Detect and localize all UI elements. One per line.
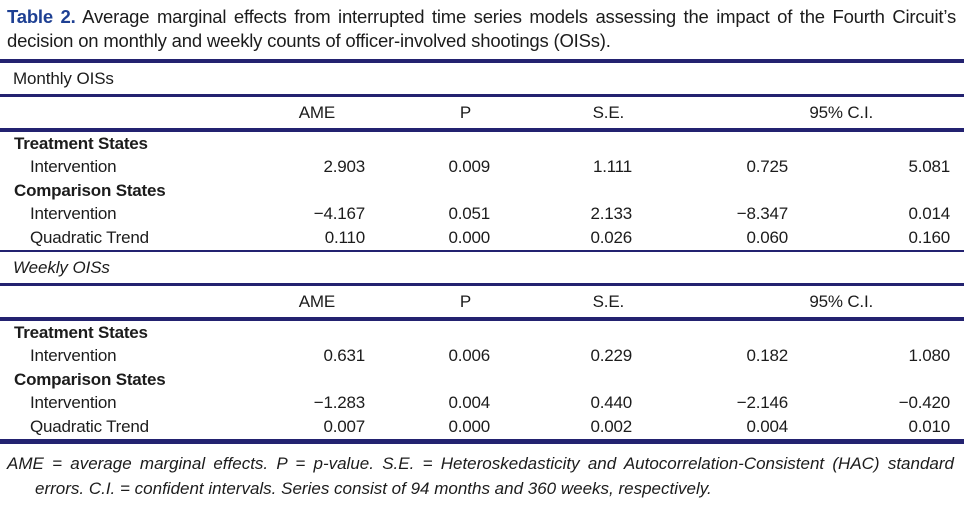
group-label: Comparison States — [14, 180, 166, 200]
monthly-end-rule — [0, 250, 964, 252]
cell-ci-lower: 0.725 — [746, 157, 788, 176]
cell-ame: 0.007 — [323, 417, 365, 436]
row-label: Intervention — [30, 204, 117, 223]
row-label: Intervention — [30, 157, 117, 176]
section-title-weekly: Weekly OISs — [13, 258, 110, 277]
cell-ame: −4.167 — [313, 204, 365, 223]
table-row: Quadratic Trend 0.007 0.000 0.002 0.004 … — [0, 415, 964, 439]
table-row: Intervention 2.903 0.009 1.111 0.725 5.0… — [0, 155, 964, 179]
group-label: Comparison States — [14, 369, 166, 389]
group-label: Treatment States — [14, 322, 148, 342]
row-label: Intervention — [30, 346, 117, 365]
header-ci: 95% C.I. — [809, 102, 874, 122]
cell-ci-upper: 1.080 — [908, 346, 951, 365]
cell-p: 0.000 — [448, 228, 490, 247]
table-footnote-text: AME = average marginal effects. P = p-va… — [7, 454, 954, 498]
cell-se: 0.229 — [590, 346, 632, 365]
header-empty — [0, 97, 252, 128]
cell-ci-upper: 0.010 — [908, 417, 951, 436]
header-empty — [0, 286, 252, 317]
header-p: P — [459, 102, 471, 122]
cell-ame: 0.110 — [324, 228, 365, 247]
monthly-header-row: AME P S.E. 95% C.I. — [0, 97, 964, 128]
table-footnote: AME = average marginal effects. P = p-va… — [0, 444, 964, 501]
cell-ci-lower: 0.004 — [746, 417, 788, 436]
group-header-row: Treatment States — [0, 132, 964, 155]
row-label: Quadratic Trend — [30, 228, 149, 247]
cell-ci-upper: 5.081 — [908, 157, 951, 176]
weekly-table: AME P S.E. 95% C.I. — [0, 286, 964, 317]
table-row: Intervention −4.167 0.051 2.133 −8.347 0… — [0, 202, 964, 226]
header-ci: 95% C.I. — [809, 291, 874, 311]
group-header-row: Treatment States — [0, 321, 964, 344]
cell-ci-lower: −8.347 — [736, 204, 788, 223]
cell-ci-upper: 0.014 — [908, 204, 951, 223]
table-row: Intervention −1.283 0.004 0.440 −2.146 −… — [0, 391, 964, 415]
weekly-title-rule — [0, 283, 964, 286]
header-ame: AME — [298, 291, 335, 311]
cell-ci-upper: 0.160 — [908, 228, 951, 247]
cell-se: 2.133 — [590, 204, 632, 223]
monthly-table: AME P S.E. 95% C.I. — [0, 97, 964, 128]
cell-se: 0.026 — [590, 228, 632, 247]
header-ame: AME — [298, 102, 335, 122]
top-rule — [0, 59, 964, 63]
cell-se: 0.440 — [590, 393, 632, 412]
table-caption-number: Table 2. — [7, 6, 76, 27]
cell-se: 0.002 — [590, 417, 632, 436]
header-se: S.E. — [592, 291, 625, 311]
group-label: Treatment States — [14, 133, 148, 153]
table-row: Intervention 0.631 0.006 0.229 0.182 1.0… — [0, 344, 964, 368]
table-caption: Table 2. Average marginal effects from i… — [0, 0, 964, 59]
cell-p: 0.006 — [448, 346, 490, 365]
table-caption-text: Average marginal effects from interrupte… — [7, 6, 956, 51]
cell-p: 0.051 — [448, 204, 490, 223]
cell-ci-lower: −2.146 — [736, 393, 788, 412]
cell-ame: −1.283 — [313, 393, 365, 412]
cell-se: 1.111 — [592, 157, 632, 176]
monthly-body-table: Treatment States Intervention 2.903 0.00… — [0, 132, 964, 250]
cell-ame: 0.631 — [323, 346, 365, 365]
cell-p: 0.009 — [448, 157, 490, 176]
cell-ci-lower: 0.182 — [746, 346, 788, 365]
bottom-rule — [0, 439, 964, 444]
cell-p: 0.000 — [448, 417, 490, 436]
header-se: S.E. — [592, 102, 625, 122]
section-title-monthly: Monthly OISs — [13, 69, 114, 88]
weekly-header-row: AME P S.E. 95% C.I. — [0, 286, 964, 317]
weekly-header-rule — [0, 317, 964, 321]
cell-ci-lower: 0.060 — [746, 228, 788, 247]
header-p: P — [459, 291, 471, 311]
monthly-title-rule — [0, 94, 964, 97]
row-label: Intervention — [30, 393, 117, 412]
cell-p: 0.004 — [448, 393, 490, 412]
table-row: Quadratic Trend 0.110 0.000 0.026 0.060 … — [0, 226, 964, 250]
group-header-row: Comparison States — [0, 368, 964, 391]
weekly-body-table: Treatment States Intervention 0.631 0.00… — [0, 321, 964, 439]
row-label: Quadratic Trend — [30, 417, 149, 436]
group-header-row: Comparison States — [0, 179, 964, 202]
cell-ci-upper: −0.420 — [898, 393, 951, 412]
monthly-header-rule — [0, 128, 964, 132]
cell-ame: 2.903 — [323, 157, 365, 176]
